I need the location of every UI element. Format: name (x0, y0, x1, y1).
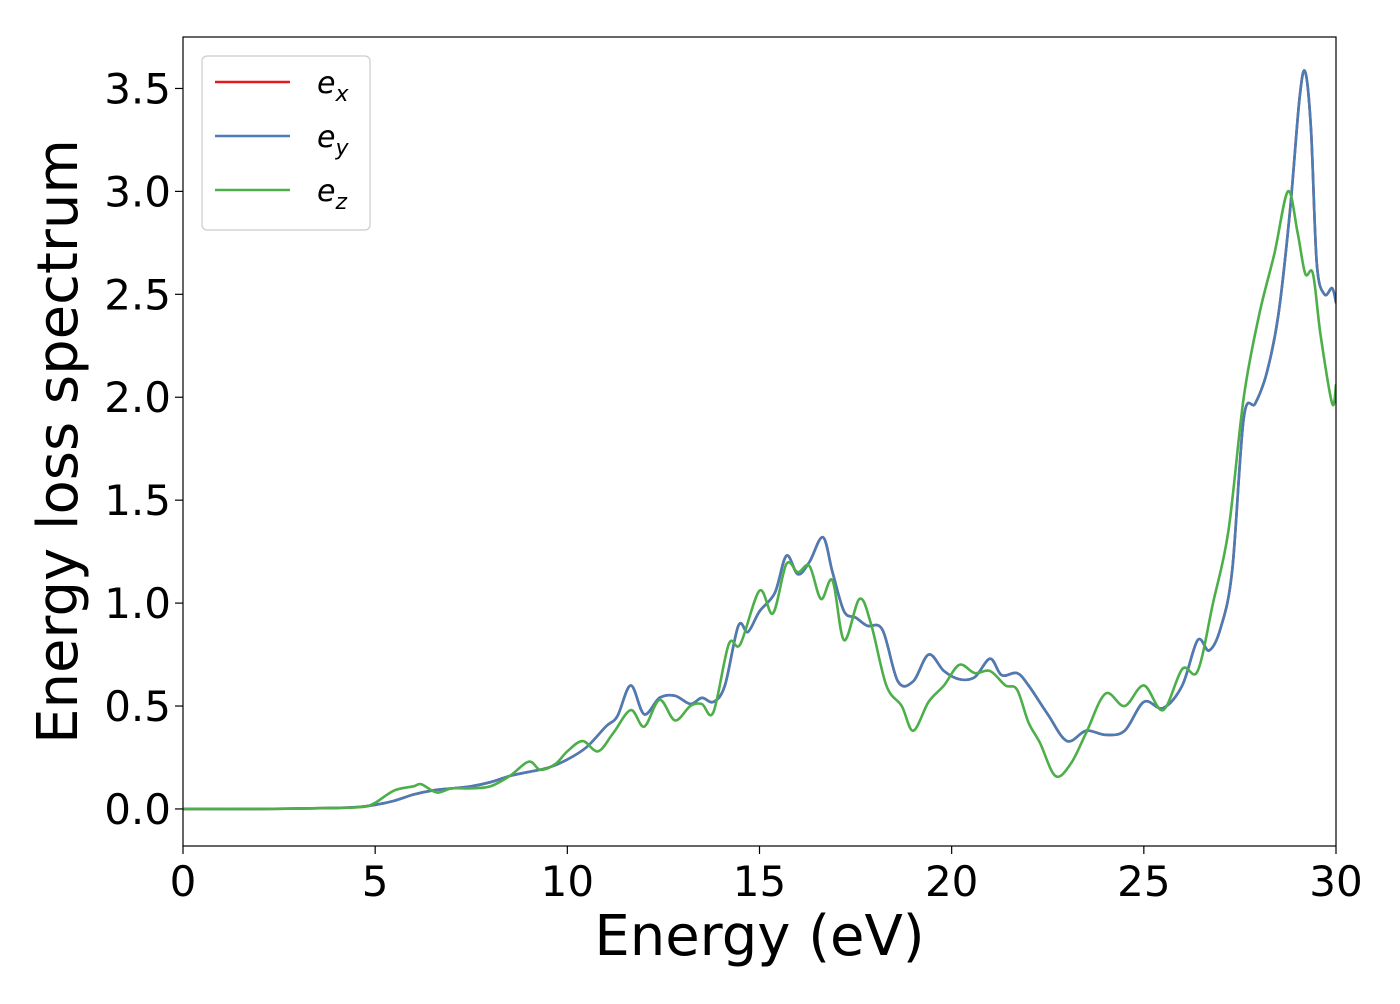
series-line-z (183, 190, 1336, 811)
ticks-layer: 0 5 10 15 20 25 30 0.0 0.5 1.0 1.5 2.0 2.5 3.0 3.5 (104, 64, 1363, 906)
y-tick-label: 1.0 (104, 579, 171, 628)
x-axis-title: Energy (eV) (594, 904, 924, 969)
x-tick-label: 5 (362, 857, 389, 906)
x-tick-label: 10 (541, 857, 594, 906)
y-tick-label: 3.0 (104, 167, 171, 216)
y-tick-label: 2.5 (104, 270, 171, 319)
x-tick-label: 30 (1309, 857, 1362, 906)
y-tick-label: 0.5 (104, 682, 171, 731)
x-tick-label: 15 (733, 857, 786, 906)
legend: ex ey ez (201, 55, 371, 231)
y-tick-label: 2.0 (104, 373, 171, 422)
legend-label-z: ez (317, 174, 347, 215)
legend-label-x: ex (317, 66, 349, 107)
y-tick-label: 3.5 (104, 64, 171, 113)
x-tick-label: 20 (925, 857, 978, 906)
y-tick-label: 0.0 (104, 785, 171, 834)
x-tick-label: 0 (170, 857, 197, 906)
series-layer (183, 69, 1336, 811)
y-tick-label: 1.5 (104, 476, 171, 525)
series-line-y (183, 69, 1336, 811)
legend-label-y: ey (317, 120, 349, 161)
legend-box (201, 55, 371, 231)
x-tick-label: 25 (1117, 857, 1170, 906)
y-axis-title: Energy loss spectrum (26, 139, 91, 744)
